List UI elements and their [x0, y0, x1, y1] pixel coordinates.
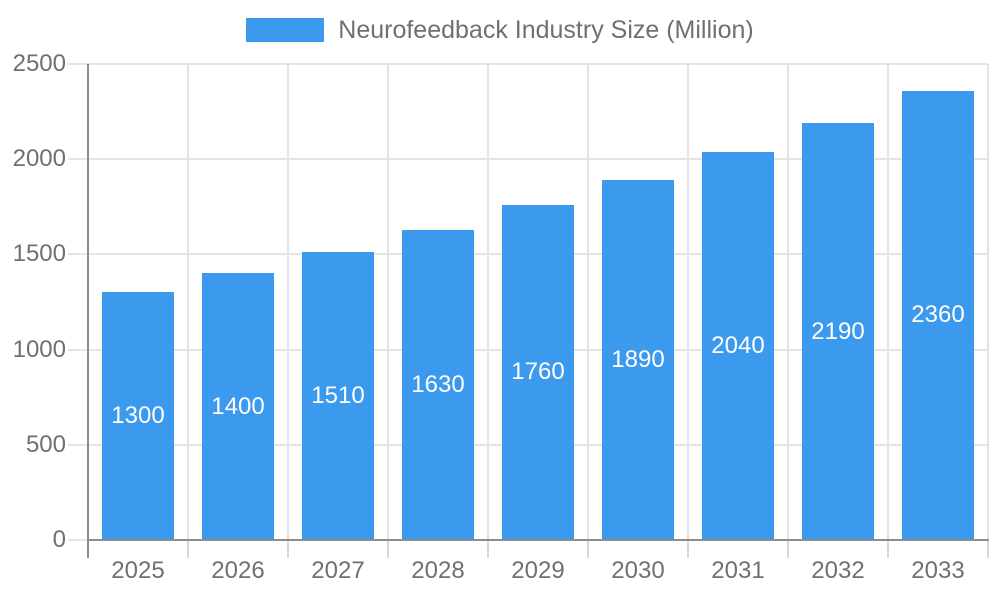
x-axis-tick — [787, 540, 789, 558]
gridline-vertical — [987, 64, 989, 540]
bar-2032[interactable] — [802, 123, 874, 540]
x-axis-tick — [487, 540, 489, 558]
bar-2027[interactable] — [302, 252, 374, 540]
x-axis-tick — [687, 540, 689, 558]
bar-2029[interactable] — [502, 204, 574, 540]
gridline-vertical — [787, 64, 789, 540]
x-axis-line — [87, 539, 989, 541]
gridline-vertical — [587, 64, 589, 540]
gridline-horizontal — [68, 63, 988, 65]
bar-2028[interactable] — [402, 229, 474, 540]
legend-label: Neurofeedback Industry Size (Million) — [338, 16, 754, 44]
x-axis-tick — [587, 540, 589, 558]
bar-2031[interactable] — [702, 151, 774, 540]
bar-2030[interactable] — [602, 180, 674, 540]
gridline-vertical — [487, 64, 489, 540]
gridline-vertical — [287, 64, 289, 540]
x-axis-tick — [387, 540, 389, 558]
legend[interactable]: Neurofeedback Industry Size (Million) — [0, 16, 1000, 44]
x-axis-tick — [887, 540, 889, 558]
x-axis-tick — [287, 540, 289, 558]
gridline-vertical — [687, 64, 689, 540]
bar-2033[interactable] — [902, 90, 974, 540]
bar-2025[interactable] — [102, 292, 174, 540]
x-axis-tick — [987, 540, 989, 558]
y-axis-line — [87, 64, 89, 558]
gridline-vertical — [387, 64, 389, 540]
gridline-vertical — [887, 64, 889, 540]
bar-2026[interactable] — [202, 273, 274, 540]
gridline-vertical — [187, 64, 189, 540]
gridline-horizontal — [68, 158, 988, 161]
legend-swatch — [246, 18, 325, 42]
x-axis-tick — [187, 540, 189, 558]
